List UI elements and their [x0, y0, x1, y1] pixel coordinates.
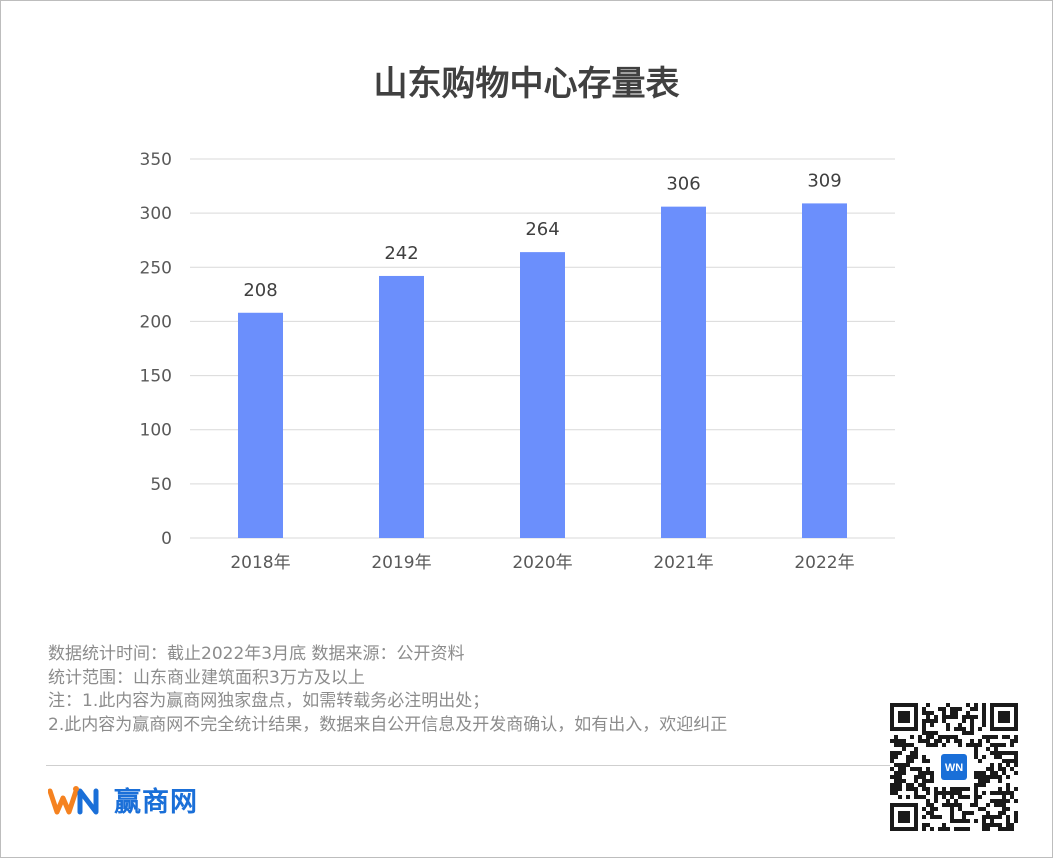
bar-chart: 0 50 100 150 200 250 300 350 208 2018年 242 2019年 264…: [140, 150, 895, 573]
y-tick-label: 300: [140, 204, 172, 224]
data-label: 306: [666, 174, 700, 195]
logo-mark-icon: [48, 785, 99, 814]
svg-text:WN: WN: [945, 762, 963, 774]
y-tick-label: 150: [140, 367, 172, 387]
notes: 数据统计时间：截止2022年3月底 数据来源：公开资料 统计范围：山东商业建筑面…: [48, 643, 727, 737]
x-tick-label: 2019年: [371, 553, 431, 573]
y-tick-label: 350: [140, 150, 172, 170]
note-line: 统计范围：山东商业建筑面积3万方及以上: [48, 667, 365, 688]
x-tick-label: 2020年: [512, 553, 572, 573]
data-label: 309: [807, 170, 841, 191]
x-tick-label: 2022年: [794, 553, 854, 573]
note-line: 数据统计时间：截止2022年3月底 数据来源：公开资料: [48, 644, 465, 664]
x-tick-label: 2018年: [230, 553, 290, 573]
y-tick-label: 200: [140, 312, 172, 332]
data-label: 208: [243, 280, 277, 301]
qr-code-icon: WN: [890, 703, 1018, 831]
data-label: 242: [384, 243, 418, 264]
bar: [379, 275, 424, 538]
x-tick-label: 2021年: [653, 553, 713, 573]
y-tick-label: 100: [140, 421, 172, 441]
logo-text: 赢商网: [114, 787, 198, 818]
y-tick-label: 50: [150, 475, 172, 495]
brand-logo: 赢商网: [48, 780, 198, 819]
chart-title: 山东购物中心存量表: [373, 64, 680, 104]
note-line: 2.此内容为赢商网不完全统计结果，数据来自公开信息及开发商确认，如有出入，欢迎纠…: [48, 714, 728, 735]
bar: [661, 206, 706, 538]
bar: [802, 203, 847, 538]
divider: [46, 765, 891, 766]
note-line: 注：1.此内容为赢商网独家盘点，如需转载务必注明出处；: [48, 691, 490, 711]
y-tick-label: 250: [140, 258, 172, 278]
bar: [520, 252, 565, 538]
y-tick-label: 0: [161, 529, 172, 549]
bar: [238, 312, 283, 538]
data-label: 264: [525, 219, 559, 240]
